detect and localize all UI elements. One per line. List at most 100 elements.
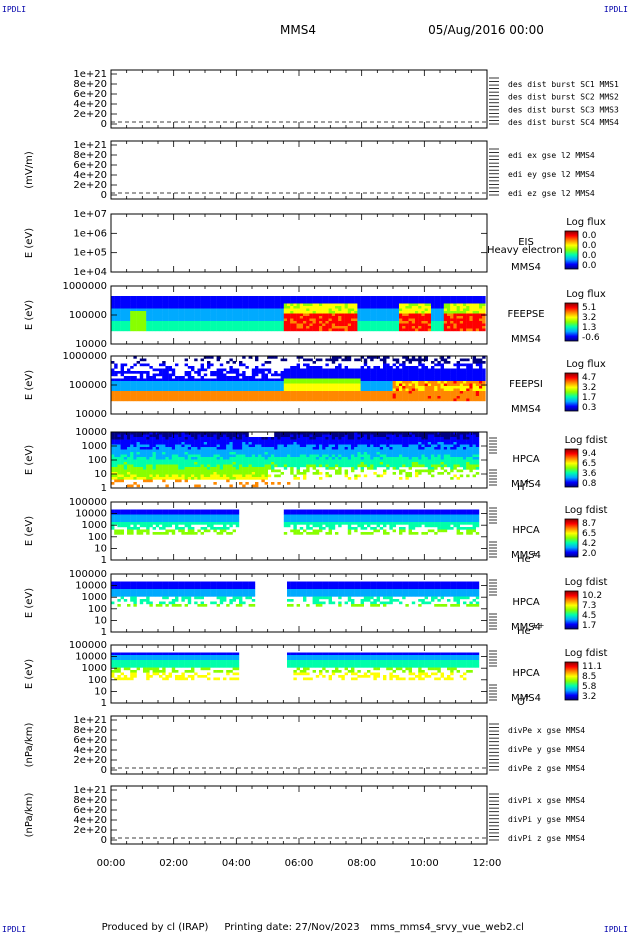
spectrogram-cell (290, 472, 294, 475)
spectrogram-cell (427, 301, 432, 304)
spectrogram-cell (370, 326, 374, 329)
spectrogram-cell (120, 479, 124, 483)
spectrogram-cell (290, 459, 294, 463)
spectrogram-cell (271, 386, 275, 389)
spectrogram-cell (255, 477, 259, 480)
spectrogram-cell (245, 467, 249, 470)
spectrogram-cell (325, 452, 329, 455)
spectrogram-cell (184, 459, 188, 463)
spectrogram-cell (207, 444, 211, 448)
spectrogram-cell (283, 393, 288, 397)
spectrogram-cell (347, 391, 352, 394)
spectrogram-cell (248, 452, 252, 455)
spectrogram-cell (210, 306, 214, 309)
spectrogram-cell (325, 472, 329, 475)
spectrogram-cell (402, 303, 406, 307)
spectrogram-cell (143, 298, 147, 302)
spectrogram-cell (283, 439, 288, 443)
spectrogram-cell (229, 396, 233, 399)
spectrogram-cell (443, 388, 448, 392)
spectrogram-cell (475, 386, 480, 389)
spectrogram-cell (239, 464, 243, 468)
spectrogram-cell (456, 376, 460, 379)
spectrogram-cell (229, 391, 233, 394)
spectrogram-cell (123, 398, 128, 402)
spectrogram-cell (293, 371, 297, 374)
spectrogram-cell (296, 439, 300, 443)
spectrogram-cell (245, 328, 249, 332)
spectrogram-cell (325, 311, 329, 314)
spectrogram-cell (283, 444, 288, 448)
spectrogram-cell (411, 358, 416, 362)
spectrogram-cell (328, 449, 332, 453)
spectrogram-cell (440, 318, 444, 322)
spectrogram-cell (261, 437, 265, 440)
spectrogram-cell (299, 393, 304, 397)
spectrogram-cell (143, 318, 147, 322)
spectrogram-cell (168, 449, 172, 453)
spectrogram-cell (283, 432, 288, 435)
spectrogram-cell (427, 321, 432, 324)
spectrogram-cell (287, 464, 291, 468)
spectrogram-cell (171, 326, 176, 329)
spectrogram-cell (136, 296, 140, 299)
spectrogram-cell (469, 296, 473, 299)
spectrogram-cell (328, 467, 332, 470)
spectrogram-cell (360, 296, 364, 299)
spectrogram-cell (219, 386, 224, 389)
spectrogram-cell (411, 318, 416, 322)
spectrogram-cell (469, 373, 473, 377)
spectrogram-cell (463, 391, 467, 394)
spectrogram-cell (200, 447, 204, 450)
spectrogram-cell (175, 298, 179, 302)
spectrogram-cell (271, 356, 275, 359)
spectrogram-cell (399, 368, 403, 372)
spectrogram-cell (264, 376, 268, 379)
spectrogram-cell (341, 449, 345, 453)
spectrogram-cell (325, 313, 329, 317)
spectrogram-cell (347, 381, 352, 384)
spectrogram-cell (258, 301, 262, 304)
spectrogram-cell (443, 376, 448, 379)
spectrogram-cell (187, 437, 192, 440)
spectrogram-cell (149, 467, 153, 470)
spectrogram-cell (376, 356, 380, 359)
spectrogram-cell (466, 306, 470, 309)
spectrogram-cell (194, 464, 198, 468)
spectrogram-cell (296, 296, 300, 299)
spectrogram-cell (367, 388, 371, 392)
spectrogram-cell (255, 449, 259, 453)
spectrogram-cell (267, 378, 272, 382)
spectrogram-cell (319, 311, 323, 314)
spectrogram-cell (287, 323, 291, 327)
spectrogram-cell (191, 381, 195, 384)
spectrogram-cell (219, 469, 224, 473)
spectrogram-cell (322, 381, 326, 384)
spectrogram-cell (450, 388, 454, 392)
spectrogram-cell (328, 298, 332, 302)
spectrogram-cell (127, 393, 131, 397)
spectrogram-cell (472, 306, 476, 309)
spectrogram-cell (175, 328, 179, 332)
spectrogram-cell (319, 459, 323, 463)
spectrogram-cell (299, 472, 304, 475)
spectrogram-cell (379, 388, 384, 392)
spectrogram-cell (447, 391, 451, 394)
spectrogram-cell (219, 454, 224, 458)
spectrogram-cell (226, 318, 230, 322)
spectrogram-cell (149, 398, 153, 402)
spectrogram-cell (453, 308, 457, 312)
spectrogram-cell (389, 378, 393, 382)
spectrogram-cell (440, 373, 444, 377)
spectrogram-cell (155, 474, 160, 478)
spectrogram-cell (322, 326, 326, 329)
spectrogram-cell (363, 376, 368, 379)
spectrogram-cell (306, 437, 310, 440)
spectrogram-cell (232, 444, 236, 448)
spectrogram-cell (303, 459, 307, 463)
spectrogram-cell (408, 358, 412, 362)
spectrogram-cell (149, 444, 153, 448)
spectrogram-cell (226, 454, 230, 458)
spectrogram-cell (207, 301, 211, 304)
spectrogram-cell (223, 388, 227, 392)
